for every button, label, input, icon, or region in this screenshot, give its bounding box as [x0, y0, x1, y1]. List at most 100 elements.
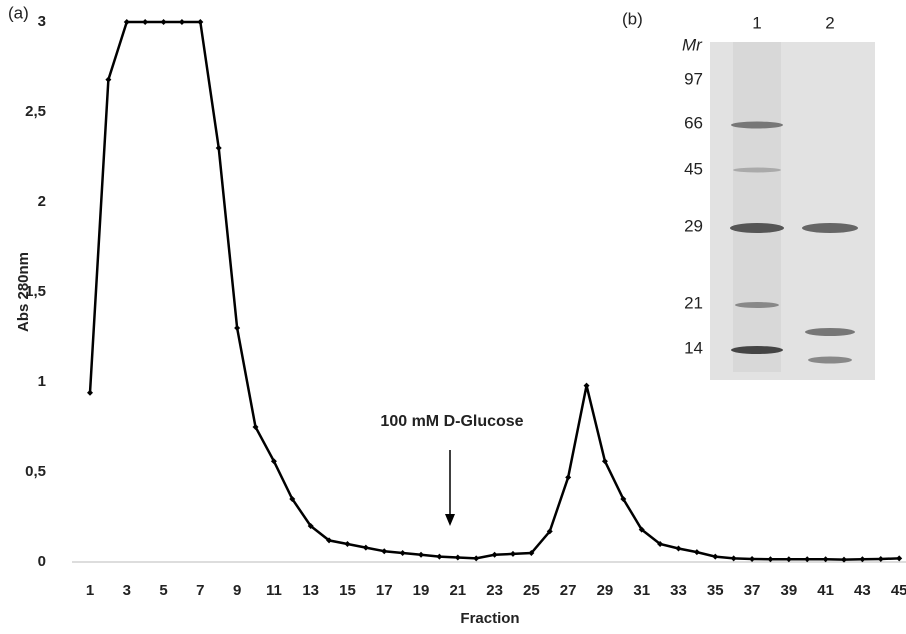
data-point	[583, 382, 590, 389]
x-tick-label: 31	[633, 582, 650, 599]
gel-band	[731, 346, 783, 354]
y-tick-label: 1	[38, 373, 46, 390]
data-point	[877, 555, 884, 562]
gel-band	[805, 328, 855, 336]
gel-lane	[733, 42, 781, 372]
data-point	[326, 537, 333, 544]
x-tick-label: 13	[302, 582, 319, 599]
data-point	[160, 19, 167, 25]
marker-label: 97	[684, 69, 703, 88]
x-tick-label: 11	[266, 582, 282, 599]
lane-label: 2	[825, 13, 834, 32]
data-point	[638, 526, 645, 533]
data-point	[565, 474, 572, 481]
x-tick-label: 39	[780, 582, 797, 599]
data-point	[896, 555, 903, 562]
x-tick-label: 37	[744, 582, 761, 599]
lane-label: 1	[752, 13, 761, 32]
panel-label: (a)	[8, 3, 29, 22]
data-point	[344, 541, 351, 547]
data-point	[749, 555, 756, 562]
x-tick-label: 21	[449, 582, 466, 599]
data-point	[620, 496, 627, 502]
marker-label: 14	[684, 338, 703, 357]
data-point	[509, 550, 516, 557]
y-tick-label: 0	[38, 553, 46, 570]
x-tick-label: 41	[817, 582, 834, 599]
data-point	[675, 545, 682, 552]
annotation: 100 mM D-Glucose	[380, 413, 523, 430]
data-point	[105, 76, 112, 83]
gel-band	[735, 302, 779, 308]
data-point	[399, 550, 406, 556]
x-tick-label: 15	[339, 582, 356, 599]
data-point	[252, 424, 259, 430]
y-tick-label: 2	[38, 193, 46, 210]
data-point	[804, 556, 811, 563]
data-point	[270, 458, 277, 465]
data-point	[528, 550, 535, 556]
mr-label: Mr	[682, 35, 703, 54]
data-point	[601, 458, 608, 465]
data-point	[381, 548, 388, 555]
data-point	[418, 551, 425, 558]
data-point	[362, 544, 369, 551]
x-tick-label: 35	[707, 582, 724, 599]
data-point	[142, 19, 149, 25]
data-point	[234, 325, 241, 331]
x-tick-label: 7	[196, 582, 204, 599]
x-tick-label: 45	[891, 582, 906, 599]
x-tick-label: 19	[413, 582, 430, 599]
data-point	[785, 556, 792, 563]
x-tick-label: 25	[523, 582, 540, 599]
x-tick-label: 33	[670, 582, 687, 599]
data-point	[289, 496, 296, 502]
gel-band	[731, 121, 783, 129]
annotation-arrowhead	[445, 514, 455, 526]
data-point	[123, 19, 130, 25]
gel-band	[808, 356, 852, 364]
data-point	[693, 549, 700, 556]
x-tick-label: 9	[233, 582, 241, 599]
data-point	[215, 145, 222, 151]
x-tick-label: 23	[486, 582, 503, 599]
gel-band	[802, 223, 858, 233]
x-tick-label: 29	[597, 582, 614, 599]
x-axis-label: Fraction	[460, 610, 519, 627]
data-point	[767, 556, 774, 563]
data-point	[86, 389, 93, 396]
marker-label: 45	[684, 159, 703, 178]
data-point	[712, 553, 719, 560]
data-point	[307, 523, 314, 529]
x-tick-label: 17	[376, 582, 393, 599]
data-point	[454, 554, 461, 561]
gel-band	[733, 167, 781, 173]
data-point	[436, 553, 443, 560]
gel-panel-label: (b)	[622, 9, 643, 28]
marker-label: 29	[684, 216, 703, 235]
gel-panel: (b) Mr 1 2 97 66 45 29 21 14	[622, 9, 875, 380]
data-point	[730, 555, 737, 562]
data-point	[197, 19, 204, 25]
gel-band	[730, 223, 784, 233]
marker-label: 66	[684, 113, 703, 132]
x-tick-label: 27	[560, 582, 577, 599]
data-point	[491, 551, 498, 558]
marker-label: 21	[684, 293, 703, 312]
x-tick-label: 1	[86, 582, 94, 599]
y-tick-label: 2,5	[25, 103, 46, 120]
data-point	[178, 19, 185, 25]
data-point	[473, 555, 480, 562]
data-point	[546, 528, 553, 535]
y-tick-label: 3	[38, 13, 46, 30]
y-tick-label: 1,5	[25, 283, 46, 300]
x-tick-label: 43	[854, 582, 871, 599]
data-point	[657, 541, 664, 547]
x-tick-label: 5	[159, 582, 167, 599]
x-tick-label: 3	[123, 582, 131, 599]
y-axis-label: Abs 280nm	[15, 252, 32, 332]
data-point	[841, 556, 848, 563]
data-point	[822, 556, 829, 563]
y-tick-label: 0,5	[25, 463, 46, 480]
